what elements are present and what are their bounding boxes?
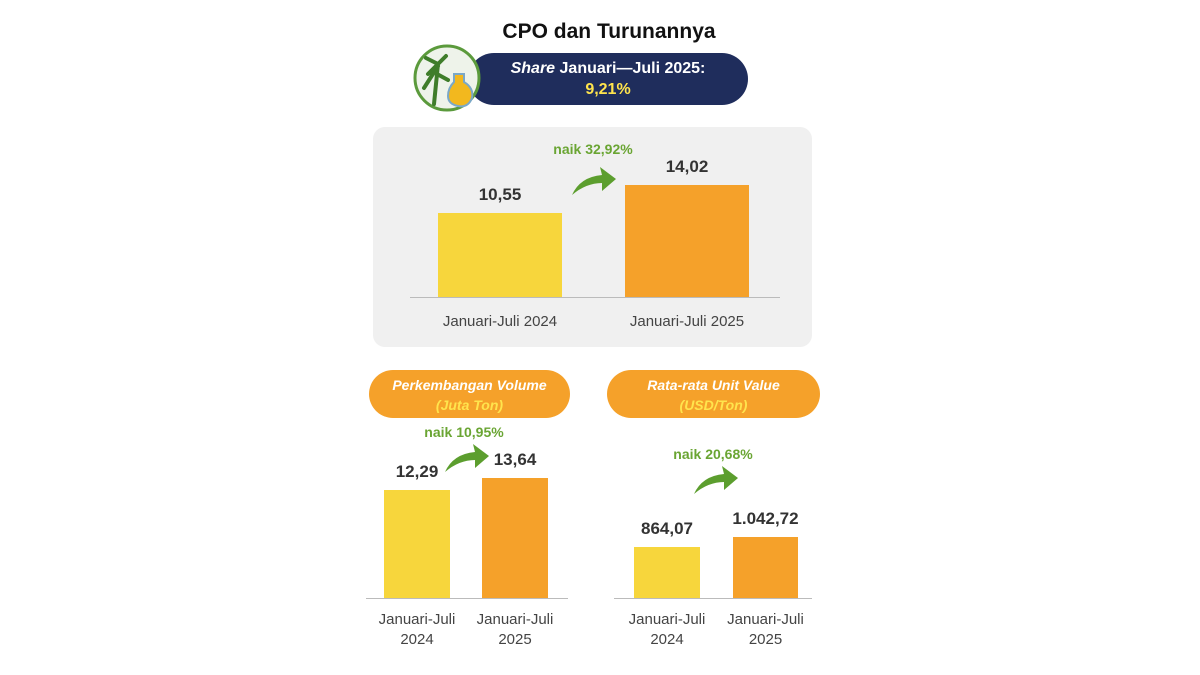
share-pill: Share Januari—Juli 2025: 9,21% bbox=[468, 53, 748, 105]
value-label: 14,02 bbox=[665, 157, 709, 176]
title: CPO dan Turunannya bbox=[502, 20, 716, 43]
chart-title-pill: Rata-rata Unit Value (USD/Ton) bbox=[607, 370, 820, 418]
arrow bbox=[572, 167, 616, 195]
x-tick-label: Januari-Juli 2024 bbox=[442, 313, 558, 330]
x-tick-label: Januari-Juli 2024 bbox=[628, 611, 706, 648]
x-tick-label: Januari-Juli 2024 bbox=[378, 611, 456, 648]
x-tick-label: Januari-Juli 2025 bbox=[727, 611, 804, 648]
chart-subtitle: (Juta Ton) bbox=[435, 397, 504, 413]
value-label: 13,64 bbox=[493, 450, 537, 469]
bar bbox=[482, 478, 548, 598]
value-label: 12,29 bbox=[395, 461, 439, 481]
bar bbox=[634, 547, 700, 598]
baseline bbox=[366, 598, 568, 599]
chart-title: Rata-rata Unit Value bbox=[647, 377, 780, 393]
annotation: naik 10,95% bbox=[424, 424, 504, 440]
chart-title: Perkembangan Volume bbox=[392, 377, 547, 393]
baseline bbox=[410, 297, 780, 298]
baseline bbox=[614, 598, 812, 599]
annotation: naik 32,92% bbox=[553, 141, 633, 157]
annotation: naik 20,68% bbox=[673, 446, 753, 462]
palm-icon bbox=[413, 44, 481, 112]
bar bbox=[384, 489, 450, 598]
value-label: 10,55 bbox=[478, 184, 522, 204]
share-label-italic: Share bbox=[510, 60, 556, 77]
bar bbox=[438, 212, 562, 297]
x-tick-label: Januari-Juli 2025 bbox=[476, 611, 554, 648]
bar bbox=[625, 185, 749, 297]
chart-subtitle: (USD/Ton) bbox=[679, 397, 748, 413]
bar bbox=[733, 537, 798, 598]
share-label: Januari—Juli 2025: bbox=[559, 60, 706, 77]
value-label: 1.042,72 bbox=[732, 509, 799, 528]
share-value: 9,21% bbox=[585, 81, 631, 98]
arrow bbox=[694, 466, 738, 494]
x-tick-label: Januari-Juli 2025 bbox=[629, 313, 745, 330]
arrow bbox=[445, 444, 489, 472]
value-label: 864,07 bbox=[641, 519, 693, 539]
chart-title-pill: Perkembangan Volume (Juta Ton) bbox=[369, 370, 570, 418]
